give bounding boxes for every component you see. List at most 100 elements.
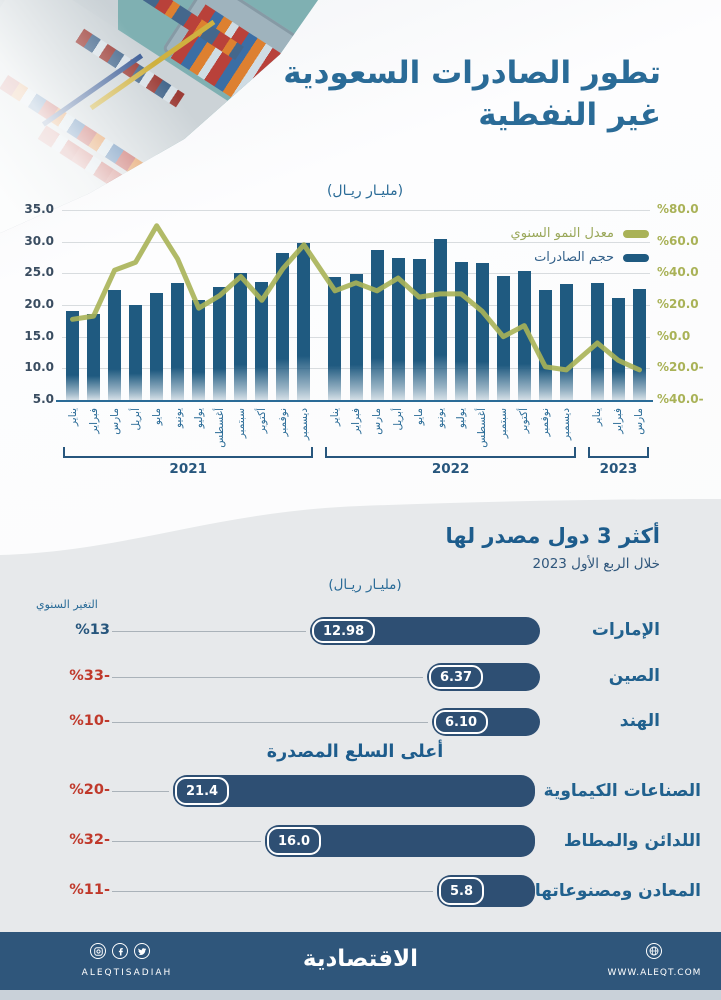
right-axis-tick: %20.0 [657, 297, 699, 311]
goods-value: 16.0 [267, 827, 322, 855]
left-axis-tick: 20.0 [24, 297, 54, 311]
instagram-icon[interactable] [90, 943, 106, 959]
export-volume-bar [517, 271, 531, 400]
export-volume-bar [297, 242, 311, 400]
export-volume-bar [496, 275, 510, 400]
year-label: 2021 [169, 461, 207, 477]
export-volume-bar [349, 273, 363, 400]
right-axis-tick: %40.0- [657, 392, 704, 406]
country-value: 12.98 [312, 619, 376, 643]
legend-item-volume: حجم الصادرات [511, 250, 649, 265]
country-bar: 6.10 [432, 708, 540, 736]
connector-line [112, 631, 306, 632]
left-axis-tick: 10.0 [24, 360, 54, 375]
country-name: الصين [608, 666, 660, 686]
country-value: 6.37 [429, 665, 484, 689]
page-title-line1: تطور الصادرات السعودية [283, 55, 661, 91]
export-volume-bar [370, 249, 384, 400]
goods-change: %32- [69, 832, 110, 848]
chart-units-label: (مليـار ريـال) [326, 183, 404, 199]
left-axis-tick: 35.0 [24, 202, 54, 216]
export-volume-bar [391, 258, 405, 400]
goods-name: الصناعات الكيماوية [543, 781, 701, 801]
export-volume-bar [590, 283, 604, 400]
social-handle: ALEQTISADIAH [81, 968, 173, 978]
export-volume-bar [192, 299, 206, 400]
export-volume-bar [213, 286, 227, 400]
goods-change: %20- [69, 782, 110, 798]
connector-line [112, 722, 428, 723]
connector-line [112, 841, 261, 842]
countries-units-label: (مليـار ريـال) [328, 577, 402, 593]
bottom-strip [0, 990, 721, 1000]
social-icons [90, 943, 150, 959]
left-axis-tick: 5.0 [32, 392, 54, 406]
country-change: %13 [75, 622, 110, 638]
export-volume-bar [559, 284, 573, 400]
growth-line-swatch [623, 229, 649, 238]
wave-divider [0, 499, 721, 567]
export-volume-bar [108, 290, 122, 400]
website-url: WWW.ALEQT.COM [607, 968, 702, 978]
country-name: الهند [619, 711, 660, 731]
page-title-line2: غير النفطية [478, 97, 661, 133]
country-name: الإمارات [591, 620, 660, 640]
year-label: 2023 [599, 461, 638, 477]
export-volume-bar [150, 292, 164, 400]
twitter-icon[interactable] [134, 943, 150, 959]
annual-change-label: التغير السنوي [36, 598, 98, 611]
volume-bar-swatch [623, 253, 649, 262]
aleqtisadiah-logo: الاقتصادية [302, 946, 419, 972]
export-volume-bar [475, 263, 489, 400]
goods-bar: 5.8 [437, 875, 535, 907]
goods-value: 21.4 [175, 777, 230, 805]
export-volume-bar [234, 272, 248, 400]
export-volume-bar [611, 298, 625, 400]
export-volume-bar [328, 277, 342, 400]
export-volume-bar [87, 313, 101, 400]
left-axis-tick: 30.0 [24, 233, 54, 248]
x-axis-line [56, 400, 653, 402]
export-volume-bar [255, 281, 269, 400]
export-volume-bar [171, 282, 185, 400]
goods-bar: 16.0 [265, 825, 535, 857]
exports-chart: 35.0 %80.0 30.0 %60.0 25.0 %40.0 20.0 %20.0 15.0… [24, 202, 704, 477]
country-value: 6.10 [434, 710, 489, 734]
country-change: %33- [69, 668, 110, 684]
chart-legend: معدل النمو السنوي حجم الصادرات [511, 226, 649, 274]
right-axis-tick: %20.0- [657, 360, 704, 375]
chart-gridline [62, 210, 650, 211]
right-axis-tick: %40.0 [657, 265, 699, 280]
year-bracket [63, 447, 314, 458]
goods-change: %11- [69, 882, 110, 898]
connector-line [112, 791, 169, 792]
export-volume-bar [412, 259, 426, 400]
country-change: %10- [69, 713, 110, 729]
legend-label: حجم الصادرات [534, 250, 614, 265]
goods-name: المعادن ومصنوعاتها [534, 881, 701, 901]
facebook-icon[interactable] [112, 943, 128, 959]
goods-bar: 21.4 [173, 775, 535, 807]
footer: ALEQTISADIAH الاقتصادية WWW.ALEQT.COM [0, 932, 721, 990]
legend-label: معدل النمو السنوي [510, 226, 614, 241]
country-bar: 6.37 [427, 663, 540, 691]
countries-section-subtitle: خلال الربع الأول 2023 [532, 556, 660, 572]
export-volume-bar [632, 288, 646, 400]
export-volume-bar [129, 305, 143, 400]
year-bracket [587, 447, 649, 458]
globe-icon[interactable] [646, 943, 662, 959]
year-label: 2022 [431, 461, 470, 477]
page-title: تطور الصادرات السعودية غير النفطية [241, 52, 661, 136]
goods-section-title: أعلى السلع المصدرة [266, 742, 444, 762]
right-axis-tick: %0.0 [657, 328, 691, 343]
export-volume-bar [276, 253, 290, 400]
goods-value: 5.8 [439, 877, 485, 905]
left-axis-tick: 15.0 [24, 328, 54, 343]
export-volume-bar [66, 311, 80, 400]
countries-section-title: أكثر 3 دول مصدر لها [445, 524, 660, 548]
legend-item-growth: معدل النمو السنوي [511, 226, 649, 241]
connector-line [112, 677, 423, 678]
export-volume-bar [454, 261, 468, 400]
connector-line [112, 891, 433, 892]
